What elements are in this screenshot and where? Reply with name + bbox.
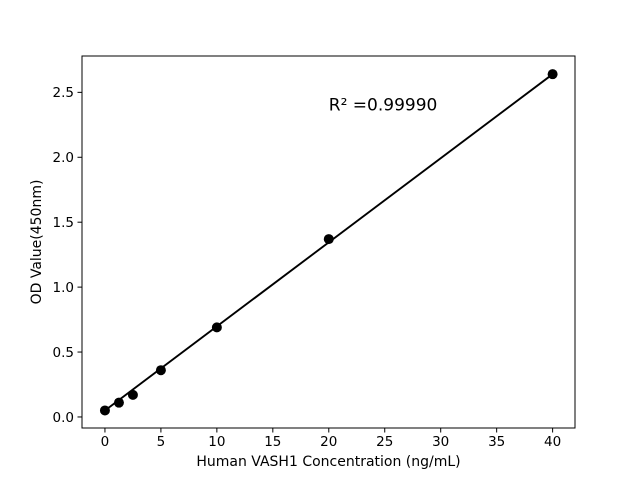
- data-point: [113, 397, 124, 408]
- x-tick-label: 25: [376, 434, 393, 450]
- x-tick-label: 30: [432, 434, 449, 450]
- y-tick-label: 0.0: [53, 410, 74, 426]
- x-tick-label: 20: [320, 434, 337, 450]
- data-point: [211, 322, 222, 333]
- y-tick-label: 1.5: [53, 215, 74, 231]
- x-tick-label: 5: [157, 434, 166, 450]
- data-point: [155, 365, 166, 376]
- data-point: [127, 389, 138, 400]
- y-tick-label: 1.0: [53, 280, 74, 296]
- y-tick-label: 2.5: [53, 85, 74, 101]
- data-point: [547, 69, 558, 80]
- x-tick-label: 15: [264, 434, 281, 450]
- y-axis-label: OD Value(450nm): [29, 180, 45, 305]
- x-tick-label: 10: [208, 434, 225, 450]
- y-tick-label: 0.5: [53, 345, 74, 361]
- y-tick-label: 2.0: [53, 150, 74, 166]
- data-point: [323, 234, 334, 245]
- x-tick-label: 35: [488, 434, 505, 450]
- x-tick-label: 0: [101, 434, 110, 450]
- x-tick-label: 40: [544, 434, 561, 450]
- r-squared-annotation: R² =0.99990: [329, 96, 438, 116]
- data-point: [99, 405, 110, 416]
- x-axis-label: Human VASH1 Concentration (ng/mL): [196, 454, 460, 470]
